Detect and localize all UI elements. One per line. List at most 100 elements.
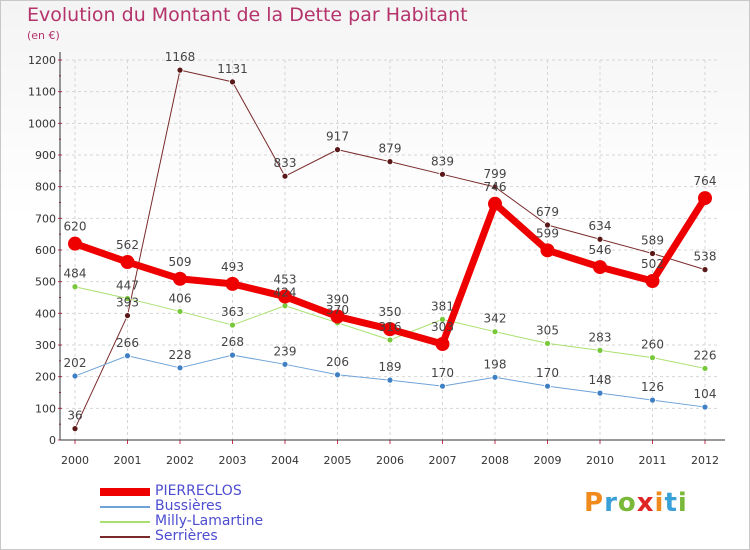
- y-tick-label: 300: [35, 339, 56, 352]
- data-point-serri-res: [334, 146, 341, 154]
- data-label-serri-res: 538: [694, 250, 717, 264]
- data-labels: 36 393 1168 1131 833 917 879 839 799 679 634 589 538…: [64, 50, 717, 422]
- data-label-pierreclos: 764: [694, 174, 717, 188]
- logo-letter: i: [654, 488, 665, 518]
- x-tick-label: 2004: [271, 454, 299, 467]
- data-point-pierreclos: [383, 322, 397, 337]
- data-label-milly-lamartine: 283: [589, 330, 612, 344]
- data-label-serri-res: 799: [484, 167, 507, 181]
- data-label-pierreclos: 502: [641, 257, 664, 271]
- x-tick-label: 2008: [481, 454, 509, 467]
- data-label-bussi-res: 170: [431, 366, 454, 380]
- data-label-serri-res: 917: [326, 130, 349, 144]
- data-label-serri-res: 589: [641, 233, 664, 247]
- data-label-pierreclos: 493: [221, 260, 244, 274]
- y-tick-label: 1000: [28, 117, 56, 130]
- data-label-bussi-res: 266: [116, 336, 139, 350]
- series-lines: [68, 66, 712, 433]
- data-point-serri-res: [544, 221, 551, 229]
- data-label-bussi-res: 126: [641, 380, 664, 394]
- data-label-bussi-res: 170: [536, 366, 559, 380]
- x-tick-label: 2009: [534, 454, 562, 467]
- data-label-serri-res: 879: [379, 142, 402, 156]
- data-label-pierreclos: 746: [484, 180, 507, 194]
- data-point-bussi-res: [701, 403, 709, 411]
- data-label-pierreclos: 620: [64, 220, 87, 234]
- x-tick-label: 2003: [219, 454, 247, 467]
- logo-letter: x: [636, 488, 655, 518]
- y-tick-label: 500: [35, 276, 56, 289]
- data-point-bussi-res: [229, 351, 236, 359]
- y-tick-label: 100: [35, 402, 56, 415]
- x-tick-label: 2001: [114, 454, 142, 467]
- logo-letter: P: [584, 488, 605, 518]
- data-label-milly-lamartine: 447: [116, 278, 139, 292]
- data-label-bussi-res: 268: [221, 335, 244, 349]
- data-point-bussi-res: [491, 373, 499, 381]
- data-label-milly-lamartine: 226: [694, 348, 717, 362]
- data-label-bussi-res: 228: [169, 348, 192, 362]
- data-point-milly-lamartine: [701, 365, 709, 372]
- data-label-pierreclos: 350: [379, 305, 402, 319]
- data-point-milly-lamartine: [71, 283, 79, 291]
- data-label-pierreclos: 390: [326, 293, 349, 307]
- legend-label: Bussières: [155, 498, 222, 514]
- data-label-milly-lamartine: 406: [169, 291, 192, 305]
- data-label-serri-res: 36: [67, 409, 82, 423]
- data-label-serri-res: 679: [536, 205, 559, 219]
- data-label-pierreclos: 599: [536, 226, 559, 240]
- data-label-milly-lamartine: 424: [274, 286, 297, 300]
- y-tick-label: 800: [35, 181, 56, 194]
- data-point-bussi-res: [334, 371, 341, 379]
- data-point-serri-res: [281, 172, 289, 180]
- data-point-bussi-res: [281, 360, 289, 368]
- y-tick-label: 1200: [28, 54, 56, 67]
- data-label-bussi-res: 239: [274, 344, 297, 358]
- data-point-milly-lamartine: [649, 354, 656, 362]
- data-point-serri-res: [701, 266, 709, 274]
- data-label-milly-lamartine: 370: [326, 303, 349, 317]
- y-tick-label: 400: [35, 307, 56, 320]
- y-tick-label: 1100: [28, 86, 56, 99]
- data-point-milly-lamartine: [439, 315, 446, 323]
- data-label-serri-res: 839: [431, 154, 454, 168]
- data-label-pierreclos: 303: [431, 320, 454, 334]
- data-point-milly-lamartine: [176, 308, 184, 315]
- legend-label: Serrières: [155, 528, 218, 544]
- data-label-pierreclos: 453: [274, 273, 297, 287]
- x-tick-label: 2000: [61, 454, 89, 467]
- data-label-milly-lamartine: 363: [221, 305, 244, 319]
- data-point-pierreclos: [593, 260, 607, 275]
- data-point-pierreclos: [173, 271, 187, 286]
- y-tick-label: 200: [35, 371, 56, 384]
- x-tick-label: 2011: [639, 454, 667, 467]
- data-point-bussi-res: [544, 382, 551, 390]
- data-label-bussi-res: 198: [484, 357, 507, 371]
- x-tick-label: 2010: [586, 454, 614, 467]
- data-label-serri-res: 1131: [217, 62, 248, 76]
- data-label-bussi-res: 206: [326, 355, 349, 369]
- y-tick-label: 600: [35, 244, 56, 257]
- y-tick-label: 900: [35, 149, 56, 162]
- data-point-serri-res: [439, 170, 446, 178]
- logo-letter: i: [677, 488, 688, 518]
- data-point-bussi-res: [649, 396, 656, 404]
- legend-swatch: [100, 488, 150, 496]
- data-point-bussi-res: [596, 389, 604, 397]
- data-point-pierreclos: [435, 337, 450, 352]
- logo-letter: r: [604, 488, 618, 518]
- x-tick-label: 2002: [166, 454, 194, 467]
- legend-swatch: [100, 506, 150, 508]
- data-label-pierreclos: 562: [116, 238, 139, 252]
- legend-label: PIERRECLOS: [155, 483, 242, 499]
- data-label-serri-res: 1168: [165, 50, 196, 64]
- legend-label: Milly-Lamartine: [155, 513, 264, 529]
- data-point-serri-res: [491, 183, 499, 191]
- logo-letter: t: [664, 488, 678, 518]
- data-point-serri-res: [124, 312, 131, 319]
- data-point-pierreclos: [645, 274, 660, 289]
- data-label-milly-lamartine: 305: [536, 323, 559, 337]
- x-tick-label: 2005: [324, 454, 352, 467]
- data-label-milly-lamartine: 342: [484, 312, 507, 326]
- data-point-milly-lamartine: [386, 336, 394, 344]
